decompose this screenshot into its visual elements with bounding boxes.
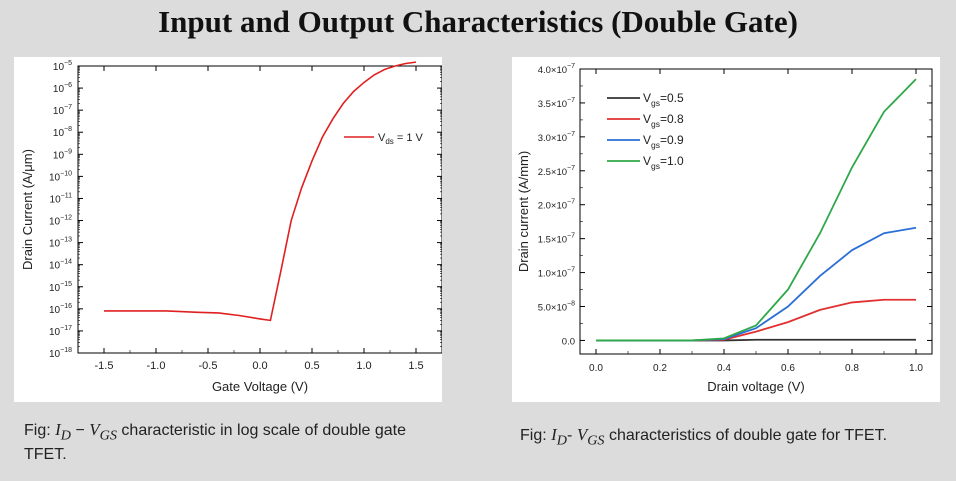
y-tick-label: 3.5×10−7 [538, 97, 575, 110]
legend-label: Vgs=0.8 [643, 112, 684, 129]
series-line-vgs-0-8 [596, 298, 916, 342]
left-figure-caption: Fig: ID − VGS characteristic in log scal… [24, 420, 434, 465]
y-tick-label: 10−16 [49, 303, 72, 316]
y-tick-label: 10−13 [49, 237, 72, 250]
caption-dash: − [71, 422, 90, 439]
caption-prefix: Fig: [520, 427, 552, 444]
x-axis-label: Drain voltage (V) [707, 379, 805, 394]
series-line-vds-1v [104, 61, 417, 322]
x-tick-label: 0.0 [252, 360, 267, 372]
x-tick-label: 0.4 [717, 363, 731, 374]
y-tick-label: 10−6 [53, 82, 72, 95]
caption-id-main: I [55, 420, 61, 439]
caption-rest: characteristics of double gate for TFET. [604, 427, 888, 444]
y-tick-label: 10−15 [49, 281, 72, 294]
x-tick-label: 1.5 [408, 360, 423, 372]
y-tick-label: 10−14 [49, 259, 72, 272]
legend-label: Vgs=1.0 [643, 154, 684, 171]
y-tick-label: 3.0×10−7 [538, 131, 575, 144]
caption-id-symbol: ID [551, 425, 567, 448]
y-tick-label: 4.0×10−7 [538, 63, 575, 76]
right-chart-panel: 0.0 5.0×10−8 1.0×10−7 1.5×10−7 2.0×10−7 2.5×1… [512, 57, 940, 402]
caption-vgs-symbol: VGS [576, 425, 605, 448]
legend-label-vds: Vds = 1 V [378, 132, 424, 146]
y-axis-label: Drain Current (A/μm) [20, 149, 35, 270]
log-idvgs-chart: 10−5 10−6 10−7 10−8 10−9 10−10 10−11 10−12 10−13… [20, 60, 443, 394]
caption-id-symbol: ID [55, 420, 71, 443]
caption-id-sub: D [556, 432, 568, 449]
left-chart-panel: 10−5 10−6 10−7 10−8 10−9 10−10 10−11 10−12 10−13… [14, 57, 443, 402]
caption-vgs-sub: GS [99, 427, 117, 444]
y-tick-label: 10−18 [49, 347, 72, 360]
caption-rest: characteristic in log scale of double ga… [24, 422, 407, 464]
x-axis-label: Gate Voltage (V) [212, 379, 308, 394]
x-tick-label: 0.2 [653, 363, 667, 374]
x-tick-label: 0.6 [781, 363, 795, 374]
x-tick-label: -1.5 [95, 360, 114, 372]
y-tick-label: 10−7 [53, 104, 72, 117]
caption-id-main: I [551, 425, 557, 444]
caption-vgs-main: V [576, 425, 588, 444]
plot-frame [77, 65, 443, 354]
y-tick-label: 10−10 [49, 170, 72, 183]
y-tick-label: 5.0×10−8 [538, 301, 575, 314]
series-line-vgs-1-0 [596, 78, 917, 342]
x-tick-label: 1.0 [909, 363, 923, 374]
x-tick-label: 0.5 [304, 360, 319, 372]
series-line-vgs-0-9 [596, 226, 917, 342]
y-tick-label: 1.5×10−7 [538, 233, 575, 246]
idvgs-linear-chart: 0.0 5.0×10−8 1.0×10−7 1.5×10−7 2.0×10−7 2.5×1… [516, 63, 933, 394]
y-axis-label: Drain current (A/mm) [516, 151, 531, 272]
legend-label: Vgs=0.9 [643, 133, 684, 150]
plot-frame [579, 68, 933, 355]
x-tick-label: -0.5 [199, 360, 218, 372]
y-tick-label: 2.5×10−7 [538, 165, 575, 178]
caption-prefix: Fig: [24, 422, 56, 439]
y-tick-label: 10−12 [49, 215, 72, 228]
caption-dash: - [567, 427, 577, 444]
y-tick-label: 0.0 [562, 336, 575, 347]
y-tick-label: 10−17 [49, 325, 72, 338]
x-tick-label: 0.8 [845, 363, 859, 374]
caption-vgs-symbol: VGS [89, 420, 117, 443]
caption-vgs-sub: GS [587, 432, 605, 449]
x-tick-label: 0.0 [589, 363, 603, 374]
y-tick-label: 1.0×10−7 [538, 267, 575, 280]
caption-id-sub: D [60, 427, 72, 444]
y-tick-label: 10−8 [53, 126, 72, 139]
x-tick-label: 1.0 [356, 360, 371, 372]
y-tick-label: 2.0×10−7 [538, 199, 575, 212]
y-tick-label: 10−11 [50, 192, 73, 205]
legend-label: Vgs=0.5 [643, 91, 684, 108]
right-figure-caption: Fig: ID- VGS characteristics of double g… [520, 425, 920, 450]
y-tick-label: 10−5 [53, 60, 72, 73]
caption-vgs-main: V [89, 420, 100, 439]
x-tick-label: -1.0 [147, 360, 166, 372]
y-tick-label: 10−9 [53, 148, 72, 161]
slide-title: Input and Output Characteristics (Double… [158, 4, 798, 39]
